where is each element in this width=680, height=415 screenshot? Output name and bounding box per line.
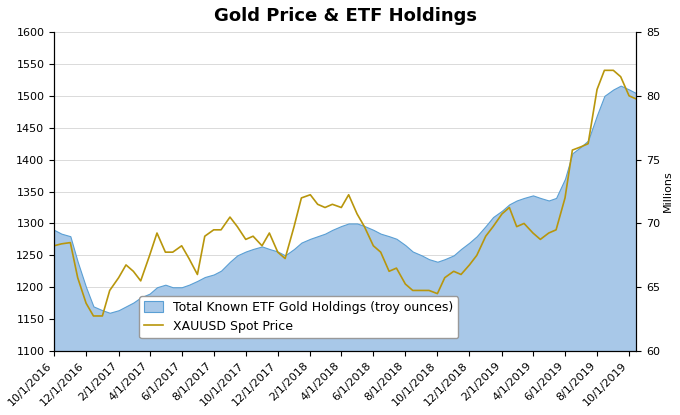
Line: XAUUSD Spot Price: XAUUSD Spot Price	[54, 70, 636, 316]
Legend: Total Known ETF Gold Holdings (troy ounces), XAUUSD Spot Price: Total Known ETF Gold Holdings (troy ounc…	[139, 296, 458, 338]
Y-axis label: Millions: Millions	[663, 171, 673, 212]
Title: Gold Price & ETF Holdings: Gold Price & ETF Holdings	[214, 7, 477, 25]
